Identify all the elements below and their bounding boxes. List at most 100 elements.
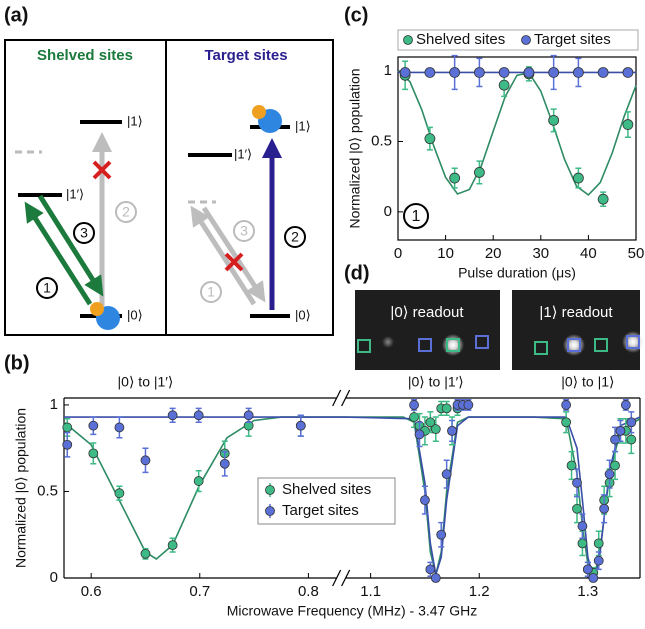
data-point	[115, 423, 124, 432]
y-tick-label: 0.5	[371, 132, 392, 149]
atom-spot	[382, 336, 394, 348]
figure: (a) Shelved sites Target sites |1⟩ |1′⟩ …	[0, 0, 645, 629]
data-point	[89, 449, 98, 458]
data-point	[450, 173, 460, 183]
atom	[90, 302, 104, 316]
chart: (c) 0 10 20 30 40 50 0 0.5 1 Pulse duration (μs) No…	[344, 4, 644, 280]
level-label: |1⟩	[127, 113, 143, 128]
data-point	[450, 67, 460, 77]
x-tick-label: 1.2	[469, 583, 490, 600]
x-tick-label: 40	[580, 245, 597, 262]
x-tick-label: 20	[485, 245, 502, 262]
data-point	[89, 421, 98, 430]
data-point	[611, 461, 620, 470]
image-label: |0⟩ readout	[390, 304, 464, 321]
annotation: |0⟩ to |1′⟩	[118, 374, 174, 390]
atom-spot	[563, 334, 585, 356]
atom-spot	[622, 331, 644, 353]
panel-label: (a)	[4, 4, 28, 26]
fit-line	[398, 71, 636, 195]
data-point	[623, 120, 633, 130]
data-point	[141, 456, 150, 465]
x-tick-label: 10	[437, 245, 454, 262]
x-tick-label: 0.7	[189, 583, 210, 600]
data-point	[583, 565, 592, 574]
annotation: 1	[412, 208, 421, 225]
annotation: |0⟩ to |1′⟩	[408, 374, 464, 390]
level-label: |1′⟩	[234, 146, 252, 161]
axis-frame	[398, 57, 636, 240]
data-point	[425, 67, 435, 77]
data-point	[141, 549, 150, 558]
camera-image	[355, 290, 500, 370]
data-point	[296, 421, 305, 430]
data-point	[474, 167, 484, 177]
y-tick-label: 0	[384, 203, 392, 220]
legend-label: Target sites	[282, 502, 359, 519]
x-tick-label: 0.8	[298, 583, 319, 600]
data-point	[63, 423, 72, 432]
level-label: |0⟩	[295, 307, 311, 322]
data-point	[616, 426, 625, 435]
data-point	[415, 430, 424, 439]
data-point	[589, 574, 598, 583]
camera-image	[512, 290, 640, 370]
panel-label: (b)	[4, 352, 30, 374]
data-point	[420, 496, 429, 505]
data-point	[600, 504, 609, 513]
level-label: |1⟩	[295, 118, 311, 133]
right-title: Target sites	[204, 47, 287, 64]
x-tick-label: 0	[394, 245, 402, 262]
data-point	[627, 418, 636, 427]
data-point	[611, 435, 620, 444]
level-label: |0⟩	[127, 307, 143, 322]
atom	[252, 105, 266, 119]
y-axis-label: Normalized |0⟩ population	[347, 68, 363, 228]
data-point	[168, 411, 177, 420]
x-tick-label: 1.1	[360, 583, 381, 600]
x-axis-label: Microwave Frequency (MHz) - 3.47 GHz	[227, 603, 478, 619]
data-point	[549, 115, 559, 125]
data-point	[549, 67, 559, 77]
data-point	[499, 80, 509, 90]
data-point	[578, 539, 587, 548]
x-tick-label: 30	[532, 245, 549, 262]
panel-label: (c)	[344, 4, 368, 26]
x-tick-label: 1.3	[577, 583, 598, 600]
y-tick-label: 0	[50, 569, 58, 586]
data-point	[400, 67, 410, 77]
y-tick-label: 0.5	[37, 482, 58, 499]
data-point	[244, 411, 253, 420]
step-label: 2	[291, 229, 299, 245]
x-tick-label: 50	[628, 245, 645, 262]
data-point	[627, 435, 636, 444]
data-point	[499, 67, 509, 77]
data-point	[621, 400, 630, 409]
data-point	[524, 67, 534, 77]
data-point	[448, 426, 457, 435]
y-tick-label: 1	[50, 396, 58, 413]
data-point	[410, 400, 419, 409]
x-tick-label: 0.6	[81, 583, 102, 600]
data-point	[442, 470, 451, 479]
legend-label: Target sites	[534, 31, 611, 48]
data-point	[431, 425, 440, 434]
data-point	[437, 530, 446, 539]
panel-label: (d)	[344, 262, 370, 284]
data-point	[594, 539, 603, 548]
image-label: |1⟩ readout	[539, 304, 613, 321]
step-label: 1	[43, 280, 51, 296]
data-point	[115, 489, 124, 498]
energy-diagram: (a) Shelved sites Target sites |1⟩ |1′⟩ …	[4, 4, 333, 335]
data-point	[594, 556, 603, 565]
atom-spot	[442, 334, 464, 356]
y-tick-label: 1	[384, 62, 392, 79]
data-point	[573, 504, 582, 513]
step-label: 3	[240, 223, 248, 239]
chart: (b) 0.6 0.7 0.8 1.1 1.2 1.3 0 0.5 1 Microwave Freq…	[4, 352, 640, 618]
x-axis-label: Pulse duration (μs)	[458, 265, 576, 281]
data-point	[426, 565, 435, 574]
data-point	[194, 477, 203, 486]
y-axis-label: Normalized |0⟩ population	[13, 408, 29, 568]
data-point	[562, 400, 571, 409]
